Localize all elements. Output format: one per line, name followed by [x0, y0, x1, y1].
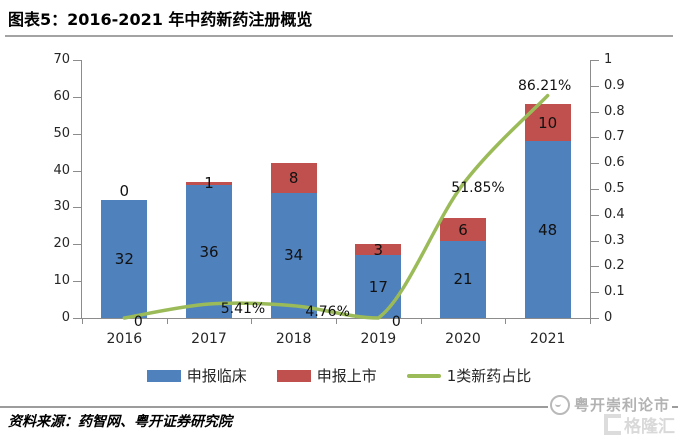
y-axis-right-tick	[591, 85, 599, 87]
ratio-label-2016: 0	[133, 314, 143, 330]
y-axis-right-tick	[591, 292, 599, 294]
brand-watermark-text: 粤开崇利论市	[573, 396, 670, 414]
y-axis-right-tick	[591, 240, 599, 242]
x-axis-tick	[505, 319, 507, 324]
bar-listing-label-2016: 0	[119, 182, 130, 201]
y-axis-left-tick	[73, 133, 81, 135]
bar-listing-label-2020: 6	[458, 220, 468, 239]
x-axis-tick	[336, 319, 337, 324]
y-axis-right-tick	[591, 214, 599, 216]
y-axis-right-tick-label: 0.9	[604, 77, 625, 93]
y-axis-right-tick-label: 0.7	[604, 129, 625, 145]
ratio-label-2018: 4.76%	[305, 303, 350, 320]
y-axis-right-line	[590, 60, 591, 318]
legend-line-marker-icon	[406, 373, 441, 378]
y-axis-right-tick	[591, 163, 599, 165]
title-divider	[5, 35, 673, 37]
x-axis-tick	[82, 319, 83, 324]
legend-item-2: 1类新药占比	[406, 365, 532, 386]
ratio-label-2019: 0	[391, 314, 401, 330]
footer-divider	[0, 406, 678, 408]
y-axis-left-tick-label: 20	[53, 236, 70, 252]
y-axis-left-tick-label: 70	[53, 52, 70, 67]
y-axis-right-tick	[591, 266, 599, 268]
x-axis-tick	[251, 319, 253, 324]
y-axis-left-tick-label: 0	[61, 310, 70, 325]
y-axis-left-line	[81, 60, 82, 318]
bar-clinical-label-2017: 36	[199, 242, 219, 261]
x-axis-category-label: 2021	[529, 331, 566, 347]
x-axis-category-label: 2016	[106, 331, 143, 347]
y-axis-right-tick-label: 1	[604, 52, 613, 67]
y-axis-left-tick	[73, 207, 81, 209]
y-axis-left-tick-label: 60	[53, 88, 70, 104]
y-axis-right-tick-label: 0.3	[604, 232, 625, 248]
y-axis-left-tick-label: 40	[53, 162, 70, 178]
x-axis-category-label: 2017	[191, 331, 227, 347]
y-axis-right-tick	[591, 137, 599, 139]
x-axis-category-label: 2020	[445, 331, 481, 347]
y-axis-right-tick-label: 0.4	[604, 206, 625, 222]
bar-listing-label-2018: 8	[288, 168, 299, 187]
brand-watermark: 粤开崇利论市	[547, 394, 672, 415]
x-axis-tick	[590, 319, 591, 324]
gelonghui-watermark-text: 格隆汇	[624, 417, 675, 437]
y-axis-right-tick	[591, 60, 599, 61]
legend-swatch-icon	[146, 369, 181, 382]
bar-listing-label-2017: 1	[204, 174, 214, 193]
legend-item-0: 申报临床	[146, 365, 247, 386]
bar-clinical-label-2019: 17	[368, 277, 388, 296]
ratio-label-2021: 86.21%	[517, 77, 572, 94]
y-axis-right-tick-label: 0	[604, 310, 613, 325]
y-axis-right-tick-label: 0.2	[604, 258, 625, 274]
legend-swatch-icon	[276, 369, 311, 382]
legend-label: 申报临床	[186, 367, 247, 385]
y-axis-right-tick	[591, 111, 599, 113]
y-axis-right-tick-label: 0.6	[604, 155, 625, 171]
bar-clinical-label-2020: 21	[453, 270, 473, 289]
bar-listing-label-2021: 10	[538, 113, 558, 132]
bar-clinical-label-2021: 48	[538, 220, 558, 239]
x-axis-category-label: 2019	[360, 331, 397, 347]
x-axis-category-label: 2018	[275, 331, 312, 347]
chart-legend: 申报临床 申报上市 1类新药占比	[0, 365, 678, 386]
legend-item-1: 申报上市	[276, 365, 377, 386]
y-axis-left-tick	[73, 60, 81, 61]
y-axis-right-tick	[591, 189, 599, 190]
figure-title: 图表5：2016-2021 年中药新药注册概览	[8, 10, 313, 29]
bar-listing-label-2019: 3	[373, 240, 384, 259]
y-axis-left-tick	[73, 318, 81, 319]
y-axis-left-tick-label: 50	[53, 125, 70, 141]
y-axis-left-tick	[73, 244, 81, 246]
y-axis-left-tick	[73, 281, 81, 283]
yuekai-logo-icon	[549, 394, 570, 415]
x-axis-tick	[420, 319, 422, 324]
ratio-label-2017: 5.41%	[220, 301, 266, 318]
bar-clinical-label-2016: 32	[114, 250, 134, 269]
y-axis-right-tick-label: 0.8	[604, 103, 625, 119]
legend-label: 1类新药占比	[446, 367, 532, 385]
y-axis-left-tick-label: 10	[53, 273, 70, 289]
y-axis-left-tick	[73, 170, 81, 172]
gelonghui-watermark: 格隆汇	[604, 412, 675, 437]
y-axis-right-tick	[591, 318, 599, 319]
bar-clinical-label-2018: 34	[284, 246, 304, 265]
ratio-label-2020: 51.85%	[451, 180, 505, 197]
x-axis-tick	[166, 319, 168, 324]
y-axis-right-tick-label: 0.5	[604, 181, 625, 196]
y-axis-left-tick-label: 30	[53, 199, 70, 215]
legend-label: 申报上市	[316, 367, 377, 385]
y-axis-left-tick	[73, 96, 81, 98]
y-axis-right-tick-label: 0.1	[604, 284, 625, 300]
gelonghui-logo-icon	[604, 414, 621, 435]
data-source-note: 资料来源：药智网、粤开证券研究院	[8, 414, 232, 430]
